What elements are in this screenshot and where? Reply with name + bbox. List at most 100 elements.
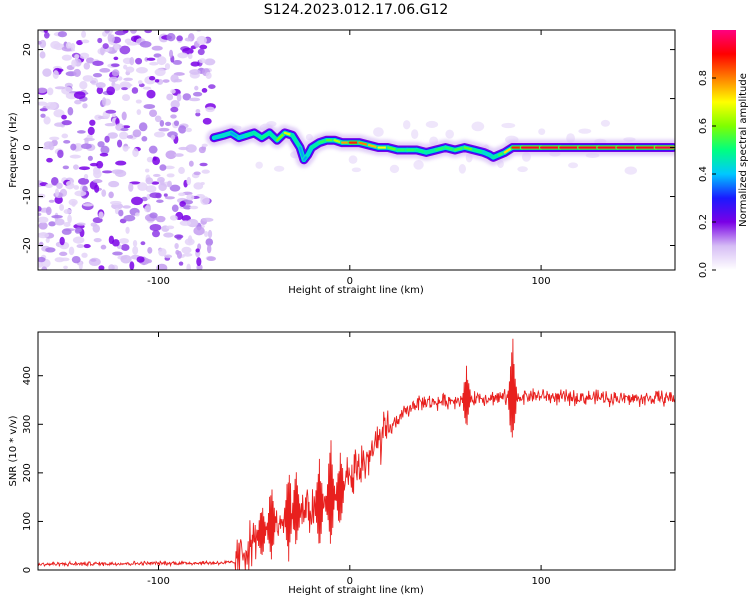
noise-speckle bbox=[174, 153, 184, 157]
noise-speckle bbox=[176, 250, 182, 259]
noise-speckle bbox=[63, 222, 71, 228]
noise-speckle bbox=[107, 33, 113, 42]
noise-speckle bbox=[107, 132, 118, 139]
noise-speckle bbox=[178, 146, 189, 151]
noise-speckle bbox=[173, 120, 180, 127]
noise-speckle bbox=[61, 120, 72, 126]
noise-speckle bbox=[96, 160, 104, 169]
noise-speckle bbox=[172, 60, 183, 65]
noise-speckle bbox=[38, 101, 48, 106]
noise-speckle bbox=[112, 239, 120, 247]
noise-speckle bbox=[197, 48, 205, 56]
faint-speckle bbox=[403, 120, 411, 130]
noise-speckle bbox=[166, 173, 175, 178]
spectral-ridge bbox=[205, 124, 675, 168]
noise-speckle bbox=[194, 85, 199, 91]
colorbar-tick-label: 0.4 bbox=[698, 166, 709, 182]
noise-speckle bbox=[121, 111, 127, 121]
noise-speckle bbox=[53, 109, 65, 118]
noise-speckle bbox=[201, 217, 214, 222]
noise-speckle bbox=[187, 53, 193, 60]
noise-speckle bbox=[136, 256, 145, 263]
noise-speckle bbox=[45, 237, 50, 243]
noise-speckle bbox=[170, 114, 177, 119]
noise-speckle bbox=[48, 221, 56, 227]
noise-speckle bbox=[185, 127, 192, 133]
noise-speckle bbox=[183, 205, 192, 210]
noise-speckle bbox=[59, 257, 70, 262]
noise-speckle bbox=[120, 244, 130, 251]
noise-speckle bbox=[82, 103, 88, 109]
noise-speckle bbox=[176, 93, 182, 102]
noise-speckle bbox=[98, 211, 104, 219]
noise-speckle bbox=[39, 51, 46, 59]
noise-speckle bbox=[98, 265, 105, 270]
noise-speckle bbox=[188, 160, 194, 167]
spectrogram-x-ticks: -100 0 100 bbox=[147, 30, 551, 287]
noise-speckle bbox=[159, 119, 165, 127]
noise-speckle bbox=[120, 254, 132, 264]
noise-speckle bbox=[81, 252, 88, 258]
noise-speckle bbox=[61, 54, 72, 61]
noise-speckle bbox=[114, 44, 120, 51]
noise-speckle bbox=[73, 185, 80, 190]
faint-speckle bbox=[411, 129, 419, 140]
noise-speckle bbox=[121, 94, 131, 101]
noise-speckle bbox=[76, 222, 86, 226]
colorbar-gradient bbox=[712, 30, 736, 270]
noise-speckle bbox=[196, 257, 202, 267]
snr-panel: -100 0 100 0 100 200 300 400 Height of straigh… bbox=[8, 331, 676, 596]
x-tick-label: 0 bbox=[347, 276, 353, 287]
noise-speckle bbox=[46, 87, 54, 96]
noise-speckle bbox=[83, 174, 89, 180]
noise-speckle bbox=[88, 257, 101, 267]
noise-region bbox=[38, 30, 638, 270]
noise-speckle bbox=[97, 37, 103, 44]
noise-speckle bbox=[57, 149, 64, 159]
noise-speckle bbox=[149, 192, 161, 199]
noise-speckle bbox=[132, 246, 139, 255]
noise-speckle bbox=[163, 165, 175, 170]
faint-speckle bbox=[351, 167, 362, 173]
spectrogram-frame bbox=[37, 29, 676, 271]
colorbar-ticks: 0.0 0.2 0.4 0.6 0.8 bbox=[698, 70, 716, 278]
noise-speckle bbox=[38, 40, 42, 45]
noise-speckle bbox=[164, 254, 173, 259]
noise-speckle bbox=[189, 205, 199, 210]
noise-speckle bbox=[61, 114, 67, 120]
y-tick-label: 400 bbox=[22, 366, 33, 385]
noise-speckle bbox=[178, 192, 186, 197]
faint-speckle bbox=[471, 121, 485, 132]
noise-speckle bbox=[63, 265, 68, 270]
noise-speckle bbox=[71, 255, 81, 264]
faint-speckle bbox=[501, 122, 516, 129]
noise-speckle bbox=[151, 181, 160, 185]
noise-speckle bbox=[206, 244, 212, 254]
noise-speckle bbox=[205, 106, 215, 113]
y-tick-label: 0 bbox=[22, 567, 33, 573]
noise-speckle bbox=[177, 52, 189, 59]
noise-speckle bbox=[92, 60, 104, 66]
noise-speckle bbox=[78, 166, 91, 171]
noise-speckle bbox=[76, 130, 86, 134]
noise-speckle bbox=[63, 139, 71, 144]
noise-speckle bbox=[85, 57, 95, 64]
noise-speckle bbox=[72, 236, 85, 244]
noise-speckle bbox=[59, 236, 65, 246]
noise-speckle bbox=[48, 199, 55, 203]
noise-speckle bbox=[193, 182, 204, 190]
snr-y-label: SNR (10 * v/v) bbox=[8, 415, 19, 486]
noise-speckle bbox=[125, 226, 130, 234]
noise-speckle bbox=[42, 68, 52, 77]
colorbar-label: Normalized spectral amplitude bbox=[738, 73, 749, 227]
noise-speckle bbox=[123, 64, 128, 70]
faint-speckle bbox=[348, 155, 358, 164]
noise-speckle bbox=[59, 251, 68, 257]
noise-speckle bbox=[92, 224, 101, 233]
noise-speckle bbox=[135, 57, 143, 65]
x-tick-label: 100 bbox=[532, 276, 551, 287]
noise-speckle bbox=[67, 107, 74, 116]
noise-speckle bbox=[93, 238, 102, 243]
faint-speckle bbox=[425, 120, 439, 128]
noise-speckle bbox=[129, 261, 135, 270]
